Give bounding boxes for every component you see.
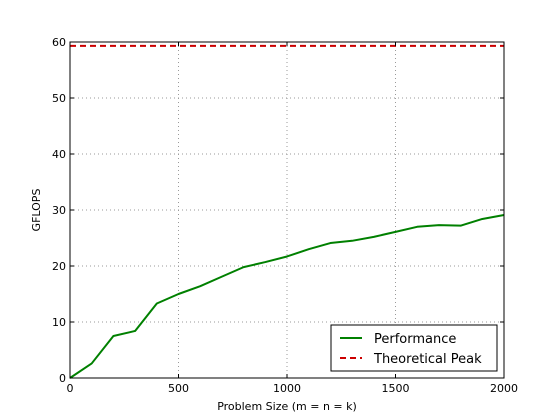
legend-label-performance: Performance — [374, 332, 456, 347]
y-tick-label: 50 — [52, 92, 66, 105]
x-axis-label: Problem Size (m = n = k) — [217, 400, 357, 413]
y-axis-label: GFLOPS — [30, 189, 43, 232]
axis-ticks: 0 500 1000 1500 2000 0 10 20 30 40 50 60 — [52, 36, 518, 395]
plot-series — [69, 44, 505, 379]
y-tick-label: 0 — [59, 372, 66, 385]
y-tick-label: 20 — [52, 260, 66, 273]
y-tick-label: 40 — [52, 148, 66, 161]
x-tick-label: 1500 — [382, 382, 410, 395]
x-tick-label: 0 — [67, 382, 74, 395]
x-tick-label: 1000 — [273, 382, 301, 395]
x-tick-label: 500 — [168, 382, 189, 395]
legend-box — [330, 324, 498, 372]
y-tick-label: 60 — [52, 36, 66, 49]
y-tick-label: 10 — [52, 316, 66, 329]
legend-label-theoretical-peak: Theoretical Peak — [373, 352, 482, 367]
y-tick-label: 30 — [52, 204, 66, 217]
legend: Performance Theoretical Peak — [330, 324, 498, 372]
x-tick-label: 2000 — [490, 382, 518, 395]
